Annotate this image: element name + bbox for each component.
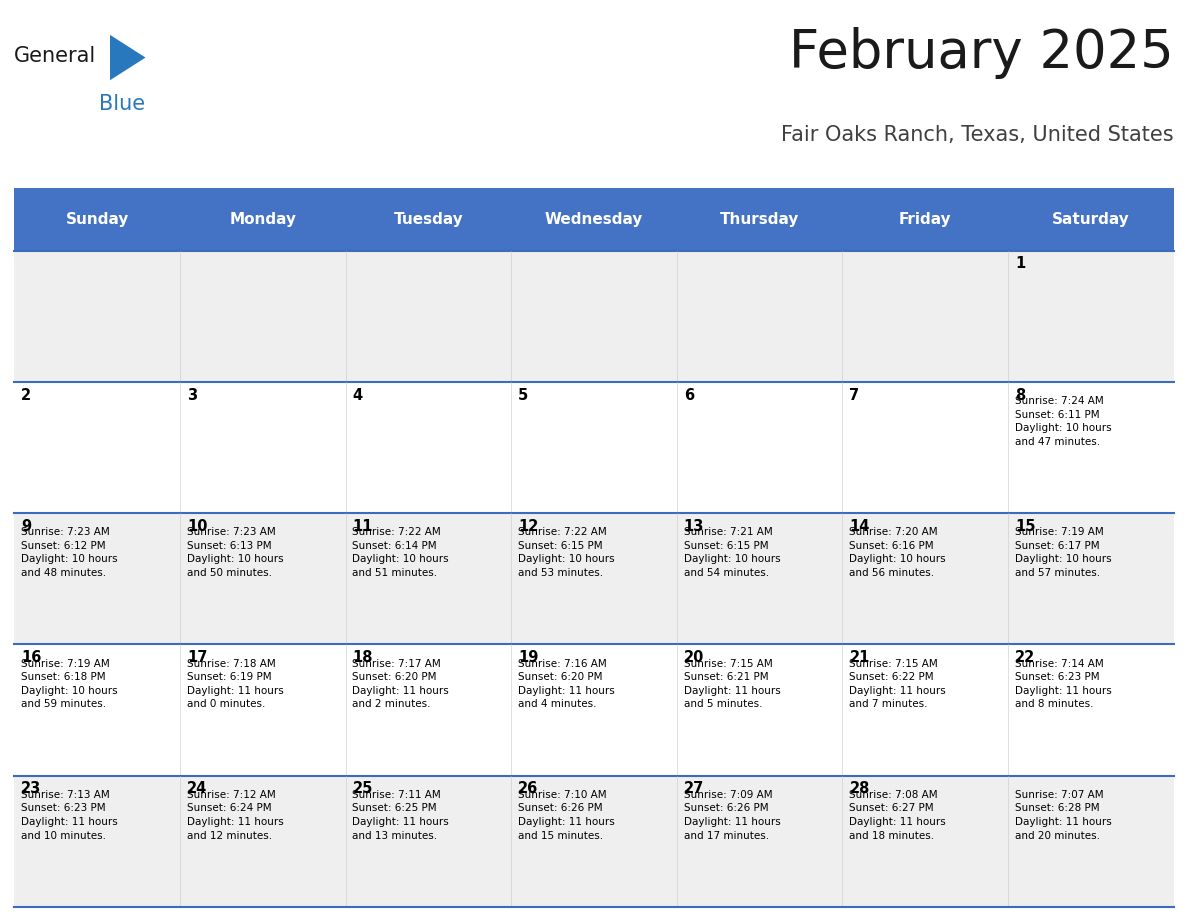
Text: Sunrise: 7:10 AM
Sunset: 6:26 PM
Daylight: 11 hours
and 15 minutes.: Sunrise: 7:10 AM Sunset: 6:26 PM Dayligh… (518, 789, 615, 841)
Text: 16: 16 (21, 650, 42, 666)
Text: 26: 26 (518, 781, 538, 797)
Bar (677, 188, 842, 251)
Text: 18: 18 (353, 650, 373, 666)
Text: 9: 9 (21, 519, 31, 534)
Text: 11: 11 (353, 519, 373, 534)
Text: 4: 4 (353, 387, 362, 403)
Text: 20: 20 (684, 650, 704, 666)
Text: Sunrise: 7:22 AM
Sunset: 6:15 PM
Daylight: 10 hours
and 53 minutes.: Sunrise: 7:22 AM Sunset: 6:15 PM Dayligh… (518, 527, 614, 578)
Text: 3: 3 (187, 387, 197, 403)
Polygon shape (110, 35, 146, 80)
Text: 5: 5 (518, 387, 529, 403)
Text: 6: 6 (684, 387, 694, 403)
Bar (14, 644, 1174, 776)
Bar (511, 188, 677, 251)
Text: 8: 8 (1015, 387, 1025, 403)
Text: Sunrise: 7:15 AM
Sunset: 6:21 PM
Daylight: 11 hours
and 5 minutes.: Sunrise: 7:15 AM Sunset: 6:21 PM Dayligh… (684, 658, 781, 710)
Text: General: General (14, 47, 96, 66)
Bar (14, 513, 1174, 644)
Bar (346, 188, 511, 251)
Text: Sunrise: 7:15 AM
Sunset: 6:22 PM
Daylight: 11 hours
and 7 minutes.: Sunrise: 7:15 AM Sunset: 6:22 PM Dayligh… (849, 658, 946, 710)
Text: Blue: Blue (100, 95, 145, 114)
Bar (14, 382, 1174, 513)
Text: Thursday: Thursday (720, 212, 800, 227)
Text: Sunrise: 7:13 AM
Sunset: 6:23 PM
Daylight: 11 hours
and 10 minutes.: Sunrise: 7:13 AM Sunset: 6:23 PM Dayligh… (21, 789, 118, 841)
Bar (14, 776, 1174, 907)
Text: 7: 7 (849, 387, 860, 403)
Text: Sunrise: 7:21 AM
Sunset: 6:15 PM
Daylight: 10 hours
and 54 minutes.: Sunrise: 7:21 AM Sunset: 6:15 PM Dayligh… (684, 527, 781, 578)
Text: 22: 22 (1015, 650, 1035, 666)
Text: Wednesday: Wednesday (545, 212, 643, 227)
Text: Sunrise: 7:16 AM
Sunset: 6:20 PM
Daylight: 11 hours
and 4 minutes.: Sunrise: 7:16 AM Sunset: 6:20 PM Dayligh… (518, 658, 615, 710)
Text: Monday: Monday (229, 212, 296, 227)
Text: 17: 17 (187, 650, 207, 666)
Text: 24: 24 (187, 781, 207, 797)
Text: 21: 21 (849, 650, 870, 666)
Text: 10: 10 (187, 519, 208, 534)
Text: Fair Oaks Ranch, Texas, United States: Fair Oaks Ranch, Texas, United States (782, 125, 1174, 145)
Text: 25: 25 (353, 781, 373, 797)
Text: 28: 28 (849, 781, 870, 797)
Text: 15: 15 (1015, 519, 1036, 534)
Text: 23: 23 (21, 781, 42, 797)
Text: 27: 27 (684, 781, 704, 797)
Text: Sunrise: 7:17 AM
Sunset: 6:20 PM
Daylight: 11 hours
and 2 minutes.: Sunrise: 7:17 AM Sunset: 6:20 PM Dayligh… (353, 658, 449, 710)
Bar (14, 251, 1174, 382)
Text: 13: 13 (684, 519, 704, 534)
Text: Sunrise: 7:14 AM
Sunset: 6:23 PM
Daylight: 11 hours
and 8 minutes.: Sunrise: 7:14 AM Sunset: 6:23 PM Dayligh… (1015, 658, 1112, 710)
Text: Sunrise: 7:20 AM
Sunset: 6:16 PM
Daylight: 10 hours
and 56 minutes.: Sunrise: 7:20 AM Sunset: 6:16 PM Dayligh… (849, 527, 946, 578)
Text: Saturday: Saturday (1053, 212, 1130, 227)
Text: Sunrise: 7:12 AM
Sunset: 6:24 PM
Daylight: 11 hours
and 12 minutes.: Sunrise: 7:12 AM Sunset: 6:24 PM Dayligh… (187, 789, 284, 841)
Text: Sunrise: 7:19 AM
Sunset: 6:17 PM
Daylight: 10 hours
and 57 minutes.: Sunrise: 7:19 AM Sunset: 6:17 PM Dayligh… (1015, 527, 1112, 578)
Text: Sunrise: 7:23 AM
Sunset: 6:12 PM
Daylight: 10 hours
and 48 minutes.: Sunrise: 7:23 AM Sunset: 6:12 PM Dayligh… (21, 527, 118, 578)
Text: Sunrise: 7:11 AM
Sunset: 6:25 PM
Daylight: 11 hours
and 13 minutes.: Sunrise: 7:11 AM Sunset: 6:25 PM Dayligh… (353, 789, 449, 841)
Text: 1: 1 (1015, 256, 1025, 272)
Text: 12: 12 (518, 519, 538, 534)
Bar (179, 188, 346, 251)
Text: Sunrise: 7:24 AM
Sunset: 6:11 PM
Daylight: 10 hours
and 47 minutes.: Sunrise: 7:24 AM Sunset: 6:11 PM Dayligh… (1015, 396, 1112, 447)
Text: Sunrise: 7:07 AM
Sunset: 6:28 PM
Daylight: 11 hours
and 20 minutes.: Sunrise: 7:07 AM Sunset: 6:28 PM Dayligh… (1015, 789, 1112, 841)
Text: Sunrise: 7:22 AM
Sunset: 6:14 PM
Daylight: 10 hours
and 51 minutes.: Sunrise: 7:22 AM Sunset: 6:14 PM Dayligh… (353, 527, 449, 578)
Text: Sunrise: 7:23 AM
Sunset: 6:13 PM
Daylight: 10 hours
and 50 minutes.: Sunrise: 7:23 AM Sunset: 6:13 PM Dayligh… (187, 527, 284, 578)
Text: Sunrise: 7:19 AM
Sunset: 6:18 PM
Daylight: 10 hours
and 59 minutes.: Sunrise: 7:19 AM Sunset: 6:18 PM Dayligh… (21, 658, 118, 710)
Text: Sunrise: 7:09 AM
Sunset: 6:26 PM
Daylight: 11 hours
and 17 minutes.: Sunrise: 7:09 AM Sunset: 6:26 PM Dayligh… (684, 789, 781, 841)
Text: 2: 2 (21, 387, 31, 403)
Text: Sunrise: 7:18 AM
Sunset: 6:19 PM
Daylight: 11 hours
and 0 minutes.: Sunrise: 7:18 AM Sunset: 6:19 PM Dayligh… (187, 658, 284, 710)
Text: 19: 19 (518, 650, 538, 666)
Bar (14, 188, 179, 251)
Text: February 2025: February 2025 (789, 27, 1174, 79)
Text: Friday: Friday (899, 212, 952, 227)
Text: Sunrise: 7:08 AM
Sunset: 6:27 PM
Daylight: 11 hours
and 18 minutes.: Sunrise: 7:08 AM Sunset: 6:27 PM Dayligh… (849, 789, 946, 841)
Text: Sunday: Sunday (65, 212, 128, 227)
Bar (1009, 188, 1174, 251)
Bar (842, 188, 1009, 251)
Text: Tuesday: Tuesday (393, 212, 463, 227)
Text: 14: 14 (849, 519, 870, 534)
